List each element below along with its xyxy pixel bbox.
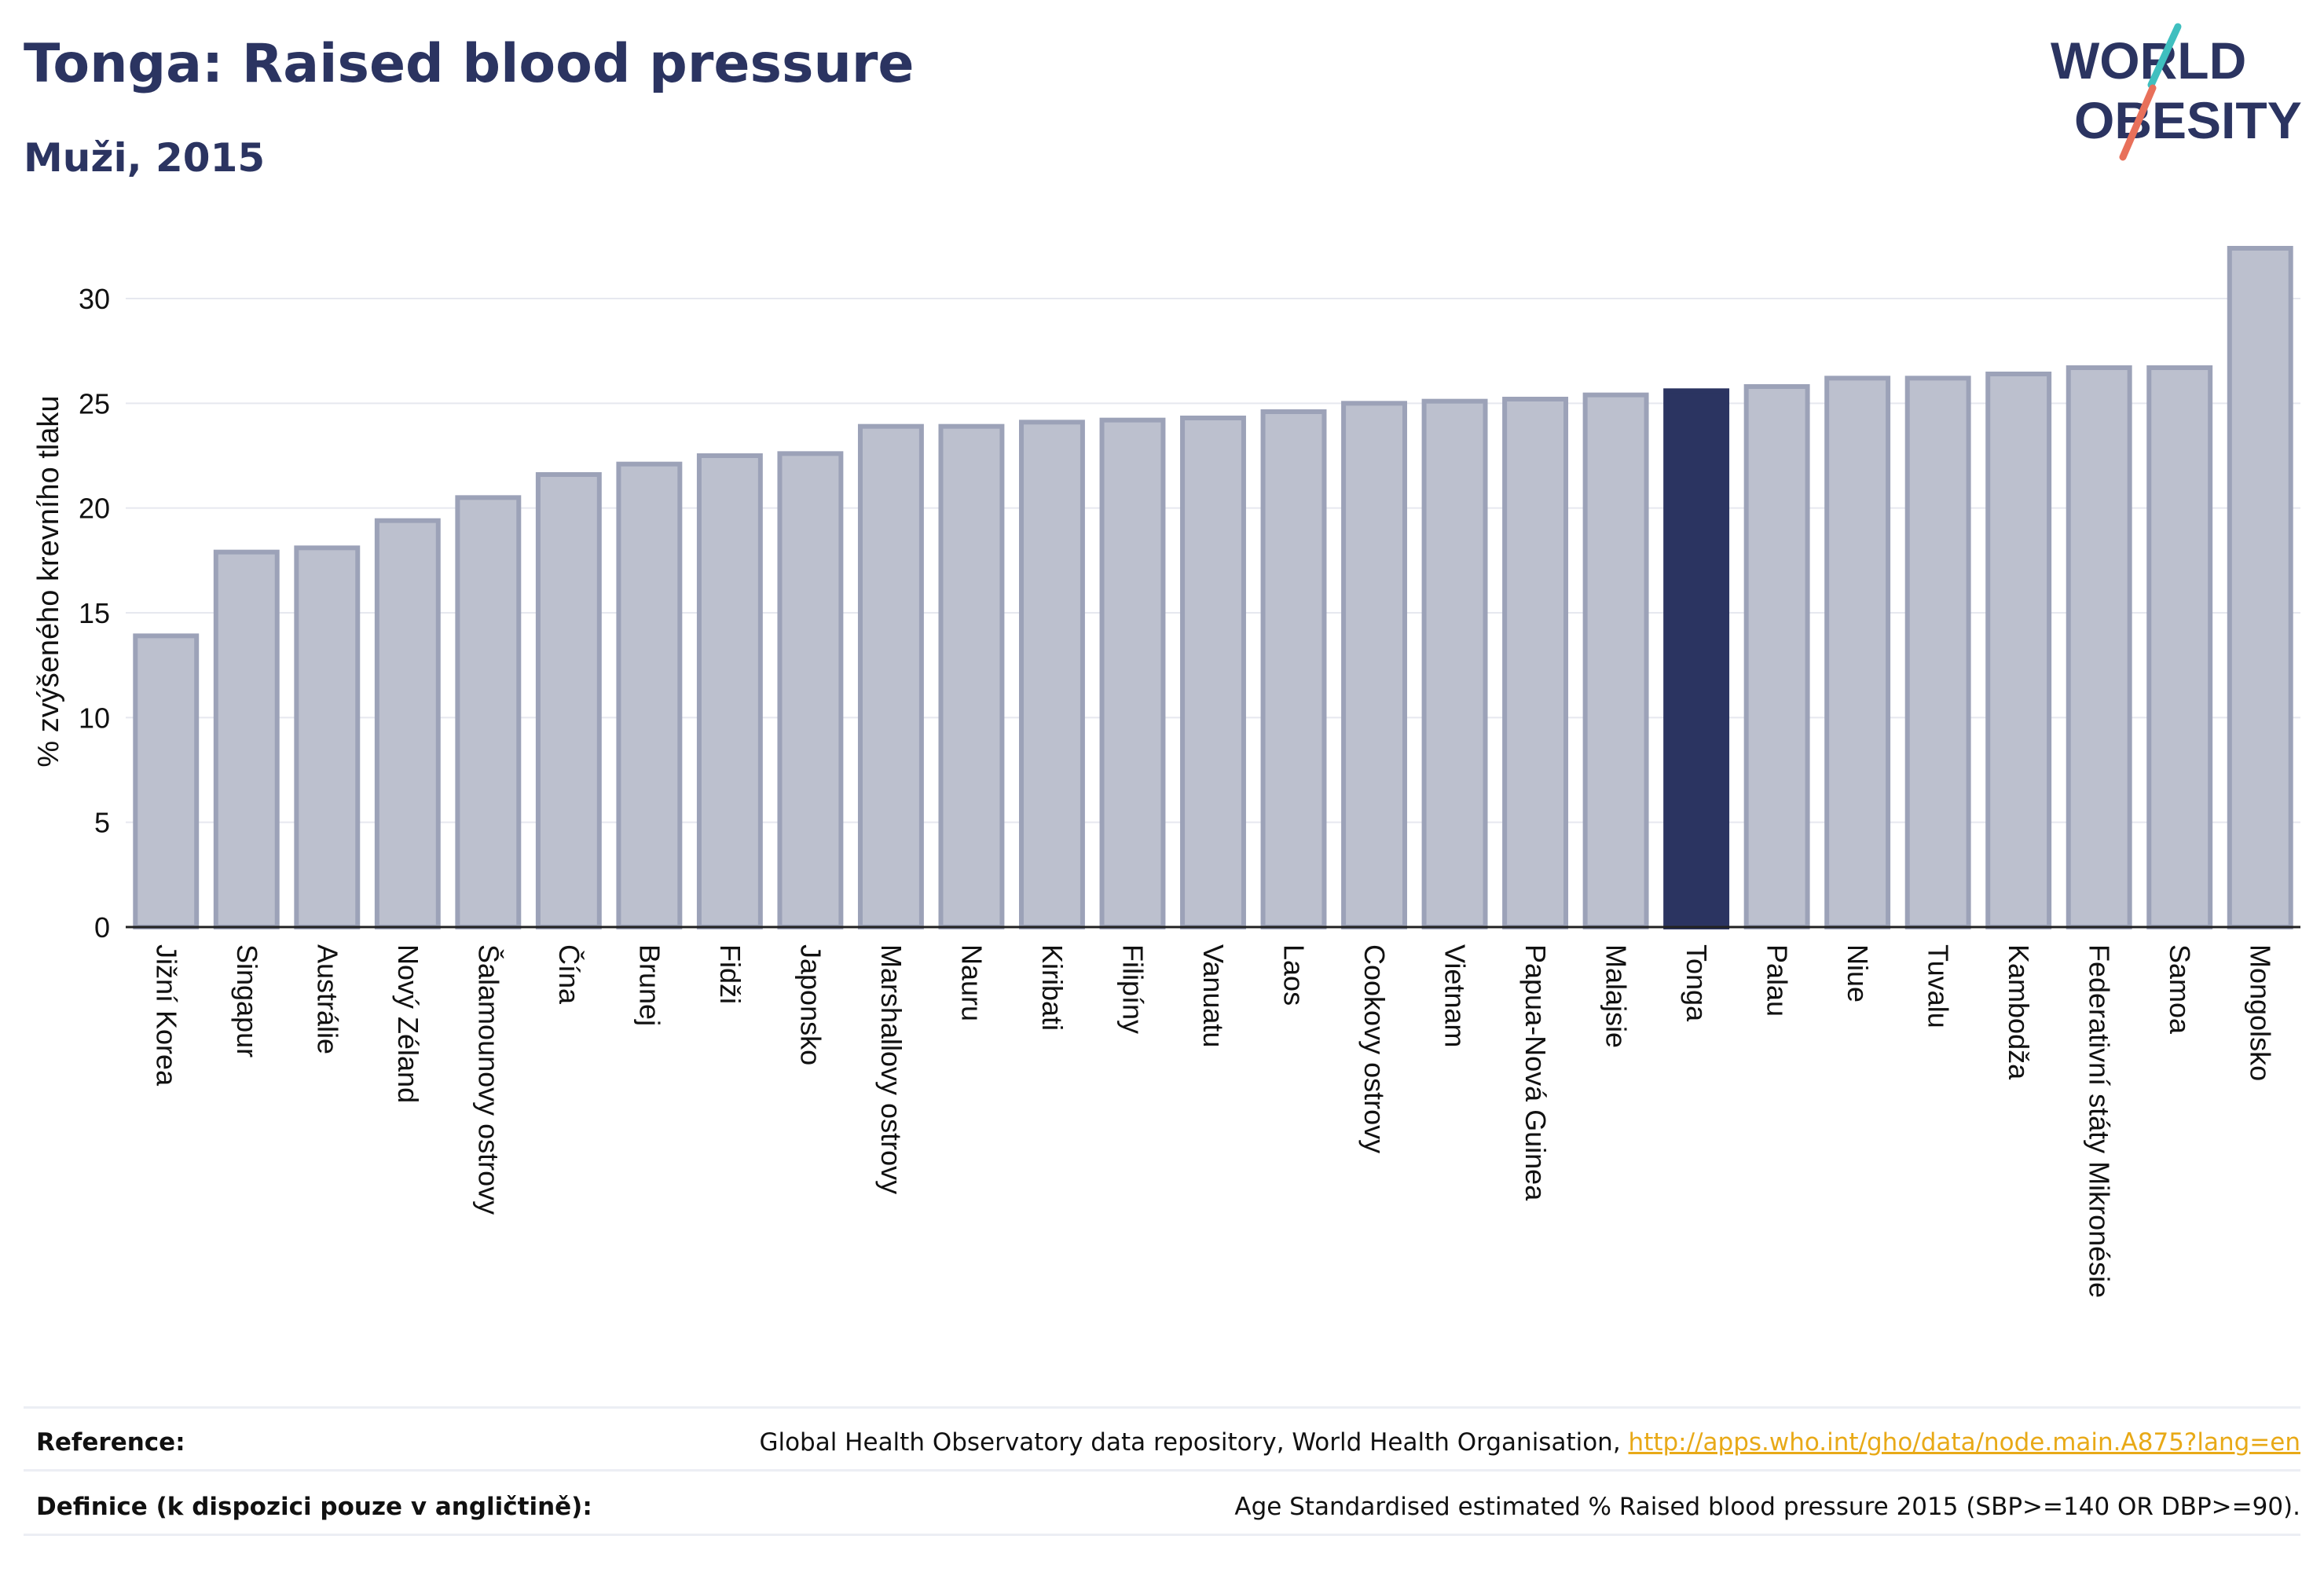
x-tick-labels: Jižní Korea Singapur Austrálie Nový Zéland Š…: [150, 944, 2276, 1298]
x-tick-label: Vietnam: [1439, 944, 1472, 1047]
x-tick-label: Šalamounovy ostrovy: [472, 944, 504, 1215]
bar: [2066, 365, 2132, 929]
reference-link[interactable]: http://apps.who.int/gho/data/node.main.A…: [1628, 1428, 2300, 1457]
bar: [1019, 420, 1085, 929]
footer-divider-middle: [24, 1469, 2300, 1472]
logo-line-2: OBESITY: [2074, 91, 2302, 149]
bar: [1904, 376, 1971, 930]
x-tick-label: Laos: [1278, 944, 1310, 1006]
x-tick-label: Kiribati: [1036, 944, 1069, 1031]
reference-value: Global Health Observatory data repositor…: [759, 1428, 2300, 1457]
logo-slash-coral: [2119, 84, 2157, 161]
bar: [2146, 365, 2213, 929]
y-tick-labels: 0 5 10 15 20 25 30: [79, 283, 110, 944]
y-tick-label: 0: [94, 911, 110, 944]
world-obesity-logo: WORLD OBESITY: [2051, 23, 2302, 161]
x-tick-label: Filipíny: [1116, 944, 1149, 1034]
bar: [294, 545, 361, 929]
x-tick-label: Fidži: [714, 944, 746, 1004]
bar: [1099, 417, 1166, 929]
x-tick-label: Palau: [1761, 944, 1794, 1017]
bar-highlighted: [1663, 388, 1730, 930]
logo-slash-teal: [2147, 23, 2182, 89]
reference-label: Reference:: [36, 1428, 185, 1457]
y-tick-label: 5: [94, 807, 110, 839]
y-axis-label: % zvýšeného krevního tlaku: [32, 395, 65, 767]
bar: [1502, 397, 1569, 929]
bar: [616, 461, 683, 929]
footer-divider-top: [24, 1406, 2300, 1409]
y-tick-label: 15: [79, 597, 110, 629]
bar: [1824, 376, 1891, 930]
bar: [1180, 416, 1246, 929]
bar: [857, 423, 924, 929]
bar: [2227, 246, 2293, 929]
x-tick-label: Papua-Nová Guinea: [1519, 944, 1552, 1201]
x-tick-label: Čína: [553, 944, 585, 1005]
x-tick-label: Tuvalu: [1923, 944, 1955, 1028]
logo-line-1: WORLD: [2051, 31, 2246, 90]
x-tick-label: Brunej: [633, 944, 665, 1026]
y-tick-label: 10: [79, 702, 110, 734]
definition-label: Definice (k dispozici pouze v angličtině…: [36, 1493, 592, 1521]
chart-subtitle: Muži, 2015: [24, 135, 266, 181]
x-tick-label: Japonsko: [794, 944, 827, 1065]
y-tick-label: 25: [79, 387, 110, 420]
x-tick-label: Jižní Korea: [150, 944, 182, 1087]
x-tick-label: Mongolsko: [2245, 944, 2277, 1081]
bar: [696, 453, 763, 929]
x-tick-label: Niue: [1842, 944, 1874, 1002]
x-tick-label: Marshallovy ostrovy: [875, 944, 907, 1194]
x-tick-label: Federativní státy Mikronésie: [2084, 944, 2116, 1298]
bar: [1341, 401, 1407, 929]
x-tick-label: Austrálie: [311, 944, 343, 1054]
x-tick-label: Nový Zéland: [392, 944, 424, 1103]
x-tick-label: Singapur: [231, 944, 263, 1057]
y-tick-label: 30: [79, 283, 110, 315]
bar: [1985, 372, 2052, 929]
bar: [133, 633, 200, 929]
bar: [1582, 392, 1649, 929]
bar: [777, 451, 844, 929]
bar: [374, 518, 441, 929]
bar: [938, 423, 1005, 929]
definition-text: Age Standardised estimated % Raised bloo…: [1234, 1493, 2300, 1521]
bar: [1421, 398, 1488, 929]
x-tick-label: Nauru: [955, 944, 988, 1021]
x-tick-label: Samoa: [2164, 944, 2196, 1035]
bar: [455, 495, 522, 929]
bar: [535, 472, 602, 929]
x-tick-label: Tonga: [1681, 944, 1713, 1022]
bar: [1260, 409, 1327, 929]
bar: [1743, 384, 1810, 929]
bars: [126, 246, 2300, 930]
footer-divider-bottom: [24, 1534, 2300, 1536]
x-tick-label: Kambodža: [2003, 944, 2035, 1080]
x-tick-label: Malajsie: [1600, 944, 1633, 1048]
x-tick-label: Cookovy ostrovy: [1358, 944, 1391, 1153]
reference-text: Global Health Observatory data repositor…: [759, 1428, 1629, 1457]
y-tick-label: 20: [79, 493, 110, 525]
bar: [213, 549, 280, 930]
chart-title: Tonga: Raised blood pressure: [24, 33, 915, 95]
bar-chart: 0 5 10 15 20 25 30 Jižní Korea Singapur Austráli…: [32, 246, 2300, 1298]
x-tick-label: Vanuatu: [1197, 944, 1230, 1047]
